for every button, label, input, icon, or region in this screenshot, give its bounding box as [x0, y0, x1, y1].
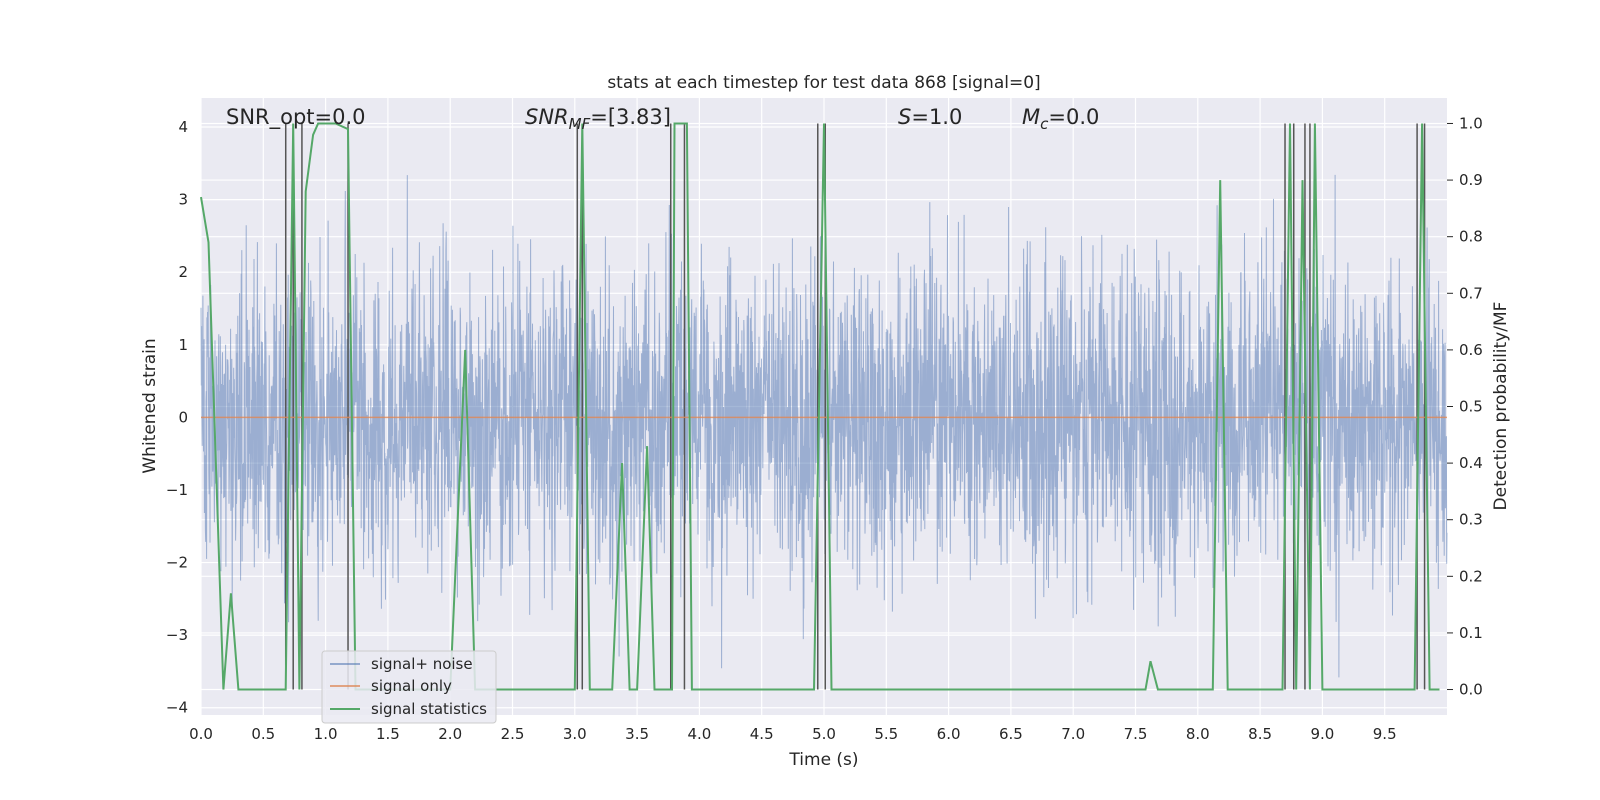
x-tick-label: 0.0 — [189, 725, 213, 743]
x-tick-label: 3.5 — [625, 725, 649, 743]
y2-tick-label: 0.7 — [1459, 284, 1483, 302]
x-tick-label: 8.5 — [1248, 725, 1272, 743]
y2-tick-labels: 1.0 0.9 0.8 0.7 0.6 0.5 0.4 0.3 0.2 0.1 0.0 — [1447, 114, 1483, 699]
annotation-mc-base: M — [1022, 105, 1040, 129]
x-tick-label: 8.0 — [1186, 725, 1210, 743]
annotation-snr-opt: SNR_opt=0.0 — [226, 105, 366, 130]
annotation-mc-value: =0.0 — [1048, 105, 1099, 129]
x-tick-label: 7.5 — [1124, 725, 1148, 743]
y-tick-label: −1 — [166, 481, 188, 499]
y2-tick-label: 0.3 — [1459, 511, 1483, 529]
x-tick-label: 6.0 — [937, 725, 961, 743]
y2-tick-label: 0.2 — [1459, 567, 1483, 585]
signal-statistics-series — [200, 122, 1440, 691]
y-tick-label: −4 — [166, 699, 188, 717]
x-tick-label: 4.0 — [687, 725, 711, 743]
legend-label-signal: signal only — [371, 677, 452, 695]
legend: signal+ noise signal only signal statist… — [321, 650, 497, 724]
x-tick-label: 9.0 — [1310, 725, 1334, 743]
x-tick-label: 5.0 — [812, 725, 836, 743]
y-tick-label: 1 — [178, 336, 188, 354]
y2-tick-label: 0.5 — [1459, 398, 1483, 416]
annotation-snr-mf-sub: MF — [569, 115, 591, 133]
chart-title: stats at each timestep for test data 868… — [607, 73, 1040, 93]
x-tick-label: 2.5 — [501, 725, 525, 743]
annotation-snr-mf-base: SNR — [525, 105, 569, 129]
y-axis-label: Whitened strain — [140, 338, 160, 473]
legend-label-noise: signal+ noise — [371, 655, 473, 673]
y2-tick-label: 0.4 — [1459, 454, 1483, 472]
y2-tick-label: 0.9 — [1459, 171, 1483, 189]
y-tick-label: −3 — [166, 626, 188, 644]
annotation-s-value: =1.0 — [911, 105, 962, 129]
annotation-snr-mf: SNRMF=[3.83] — [525, 105, 671, 133]
x-tick-label: 9.5 — [1373, 725, 1397, 743]
x-tick-label: 3.0 — [563, 725, 587, 743]
noise-series — [200, 174, 1448, 678]
y2-tick-label: 0.8 — [1459, 228, 1483, 246]
annotation-mc-sub: c — [1040, 115, 1049, 133]
y-tick-label: −2 — [166, 554, 188, 572]
y-tick-label: 3 — [178, 191, 188, 209]
x-tick-label: 6.5 — [999, 725, 1023, 743]
vertical-lines — [284, 123, 1426, 690]
x-tick-label: 5.5 — [874, 725, 898, 743]
signal-statistics-line — [200, 122, 1440, 691]
y-tick-label: 4 — [178, 118, 188, 136]
x-tick-label: 2.0 — [438, 725, 462, 743]
annotation-s-base: S — [898, 105, 911, 129]
x-tick-label: 1.0 — [314, 725, 338, 743]
annotation-snr-mf-value: =[3.83] — [590, 105, 671, 129]
y-tick-label: 0 — [178, 408, 188, 426]
noise-line — [200, 174, 1448, 678]
y-tick-labels: 4 3 2 1 0 −1 −2 −3 −4 — [166, 118, 188, 717]
x-tick-label: 4.5 — [750, 725, 774, 743]
legend-label-stats: signal statistics — [371, 700, 487, 718]
annotation-s: S=1.0 — [898, 105, 962, 129]
x-tick-label: 7.0 — [1061, 725, 1085, 743]
y2-tick-label: 0.0 — [1459, 681, 1483, 699]
x-tick-labels: 0.0 0.5 1.0 1.5 2.0 2.5 3.0 3.5 4.0 4.5 5.0 5.5 6.0 6… — [189, 725, 1397, 743]
y2-tick-label: 0.6 — [1459, 341, 1483, 359]
y2-axis-label: Detection probability/MF — [1491, 302, 1511, 511]
y2-tick-label: 1.0 — [1459, 114, 1483, 132]
y2-tick-label: 0.1 — [1459, 624, 1483, 642]
legend-box — [321, 650, 497, 724]
x-tick-label: 1.5 — [376, 725, 400, 743]
x-axis-label: Time (s) — [788, 750, 858, 770]
x-tick-label: 0.5 — [251, 725, 275, 743]
annotation-mc: Mc=0.0 — [1022, 105, 1099, 133]
y-tick-label: 2 — [178, 263, 188, 281]
